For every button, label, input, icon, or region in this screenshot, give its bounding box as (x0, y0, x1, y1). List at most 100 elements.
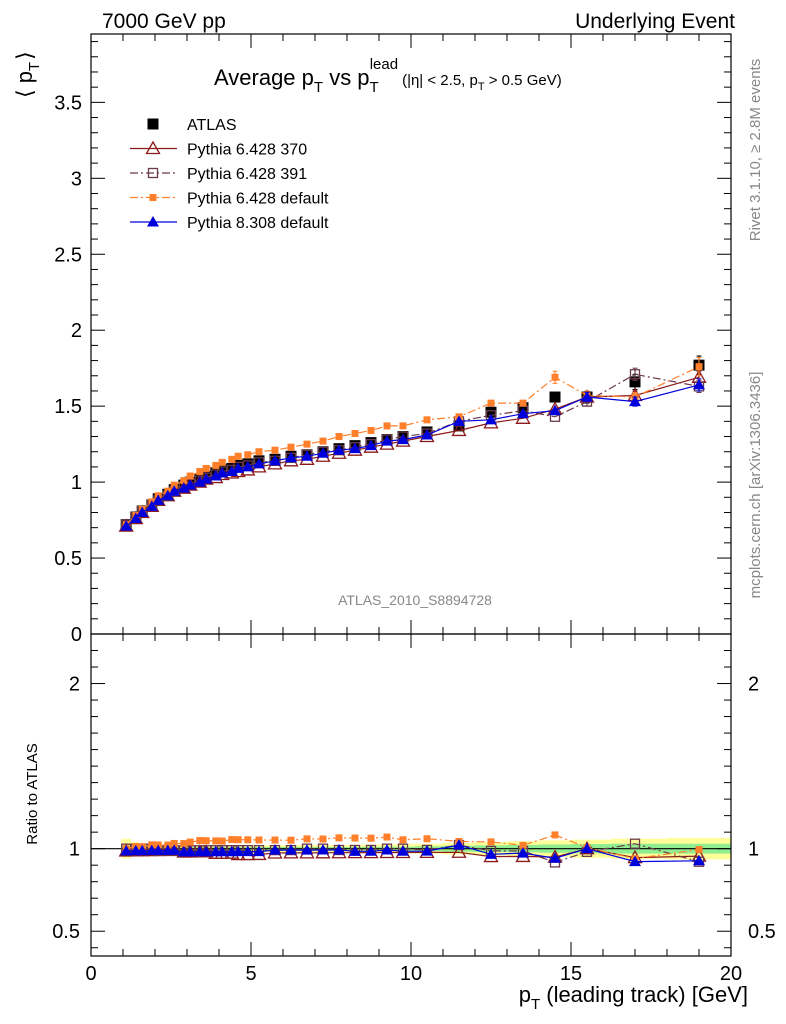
ratio-point (271, 836, 279, 844)
data-point (177, 482, 190, 493)
ratio-point (232, 845, 245, 857)
ratio-point (351, 834, 359, 842)
ratio-point (196, 837, 204, 845)
data-point (161, 489, 174, 501)
data-point (453, 415, 465, 426)
data-point (209, 470, 222, 481)
energy-label: 7000 GeV pp (102, 10, 226, 33)
ratio-point (212, 837, 220, 845)
ratio-point (695, 846, 703, 854)
ratio-point (182, 844, 198, 858)
ratio-point (180, 840, 188, 848)
ratio-point (349, 845, 361, 856)
series-pythia-8-308-default (120, 378, 705, 531)
data-point (303, 440, 311, 448)
data-point (152, 494, 165, 505)
legend-marker (147, 167, 159, 179)
ratio-y-axis-label: Ratio to ATLAS (24, 743, 41, 844)
data-point (423, 416, 431, 424)
ratio-point (301, 844, 313, 855)
data-point (549, 404, 561, 416)
ratio-point (152, 844, 165, 856)
y-tick-label: 2.5 (54, 244, 82, 266)
ratio-y-tick-label: 1 (69, 839, 80, 861)
analysis-watermark: ATLAS_2010_S8894728 (338, 592, 492, 608)
ratio-point (186, 838, 194, 846)
ratio-point (255, 836, 263, 844)
data-point (232, 462, 245, 473)
x-tick-label: 5 (245, 963, 256, 985)
data-point (487, 399, 495, 407)
data-point (317, 447, 329, 458)
data-point (333, 444, 345, 455)
ratio-point (399, 836, 407, 844)
data-point (145, 500, 158, 511)
legend-marker (149, 194, 157, 201)
data-point (228, 455, 236, 463)
rivet-label: Rivet 3.1.10, ≥ 2.8M events (747, 59, 764, 242)
data-point (519, 399, 527, 407)
ratio-point (285, 844, 297, 855)
ratio-point (519, 841, 527, 849)
data-point (397, 433, 409, 445)
ratio-point (228, 836, 236, 844)
ratio-point (200, 845, 213, 857)
ratio-point (202, 837, 210, 845)
legend-label: Pythia 6.428 default (187, 191, 329, 208)
x-tick-label: 0 (85, 963, 96, 985)
data-point (170, 481, 178, 489)
data-point (319, 437, 327, 445)
y-tick-label: 0.5 (54, 548, 82, 570)
series-pythia-6-428-391 (121, 367, 705, 530)
series-line (125, 366, 700, 526)
ratio-y-tick-label-right: 0.5 (748, 921, 776, 943)
y-tick-label: 1.5 (54, 396, 82, 418)
y-tick-label: 3.5 (54, 92, 82, 114)
ratio-point (629, 855, 641, 867)
series-pythia-6-428-370 (118, 369, 707, 532)
ratio-series-pythia-8-308-default (120, 839, 705, 867)
legend-label: Pythia 6.428 391 (187, 166, 307, 183)
legend: ATLAS Pythia 6.428 370 Pythia 6.428 391 Pyt… (130, 117, 329, 232)
y-tick-label: 0 (71, 624, 82, 646)
data-point (285, 451, 297, 463)
data-point (629, 395, 641, 407)
ratio-point (234, 836, 242, 844)
data-point (271, 446, 279, 454)
ratio-point (693, 854, 705, 866)
ratio-point (170, 839, 178, 847)
ratio-point (551, 831, 559, 839)
data-point (367, 426, 375, 434)
ratio-point (381, 843, 393, 855)
data-point (399, 422, 407, 430)
data-point (287, 443, 295, 451)
ratio-point (549, 852, 561, 863)
data-point (581, 391, 593, 402)
data-point (629, 369, 641, 380)
y-tick-label: 1 (71, 472, 82, 494)
ratio-y-tick-label-right: 1 (748, 839, 759, 861)
ratio-point (451, 844, 467, 858)
data-point (234, 452, 242, 460)
plot-title: Average pT vs pTlead(|η| < 2.5, pT > 0.5… (214, 56, 562, 96)
legend-marker (145, 140, 161, 155)
data-point (551, 373, 559, 381)
data-point (451, 422, 467, 437)
ratio-point (335, 834, 343, 842)
legend-entry: Pythia 6.428 391 (130, 166, 307, 183)
data-point (301, 450, 313, 461)
data-point (517, 407, 529, 419)
ratio-point (367, 834, 375, 842)
main-series-group (118, 355, 707, 532)
ratio-point (629, 838, 641, 849)
data-point (693, 378, 705, 390)
ratio-point (397, 845, 409, 856)
data-point (202, 464, 210, 472)
data-point (629, 376, 641, 388)
data-point (241, 460, 254, 472)
ratio-plot-frame (90, 633, 732, 957)
legend-entry: Pythia 6.428 370 (130, 140, 307, 159)
ratio-point (365, 845, 377, 856)
